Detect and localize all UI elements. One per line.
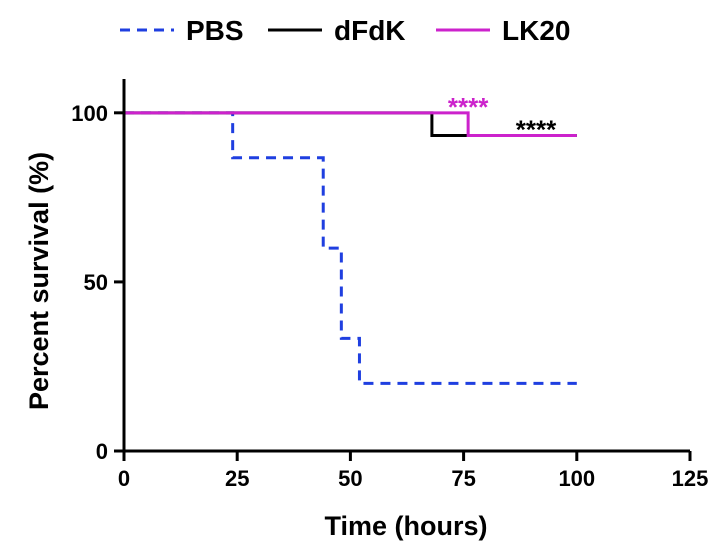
significance-marker: **** — [448, 92, 489, 122]
x-axis-title: Time (hours) — [324, 511, 487, 541]
series-line-lk20 — [124, 111, 577, 137]
x-tick-label: 125 — [672, 466, 709, 491]
legend-label-lk20: LK20 — [502, 15, 570, 46]
plot-area — [124, 111, 577, 385]
series-line-dfdk — [124, 111, 577, 137]
legend: PBS dFdK LK20 — [120, 15, 570, 46]
x-tick-label: 75 — [451, 466, 475, 491]
axes: 0 25 50 75 100 125 0 50 100 — [71, 79, 708, 491]
x-tick-label: 25 — [225, 466, 249, 491]
legend-label-pbs: PBS — [186, 15, 244, 46]
significance-marker: **** — [516, 114, 557, 144]
y-tick-label: 100 — [71, 101, 108, 126]
significance-annotations: **** **** — [448, 92, 557, 145]
series-line-pbs — [124, 111, 577, 385]
x-tick-label: 100 — [558, 466, 595, 491]
x-tick-label: 0 — [118, 466, 130, 491]
y-tick-label: 0 — [96, 439, 108, 464]
x-tick-label: 50 — [338, 466, 362, 491]
y-tick-label: 50 — [84, 270, 108, 295]
y-axis-title: Percent survival (%) — [24, 152, 54, 410]
legend-label-dfdk: dFdK — [334, 15, 406, 46]
